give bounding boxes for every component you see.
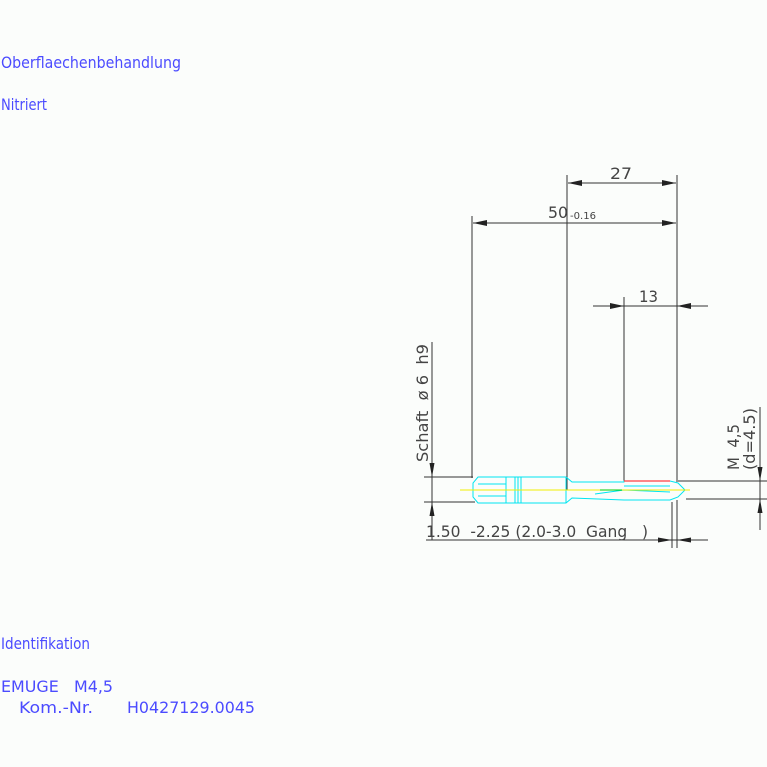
dimension-thread: M 4,5 (d=4.5)	[678, 407, 767, 530]
shank-label: Schaft ø 6 h9	[413, 344, 432, 462]
dimension-chamfer: 1.50 -2.25 (2.0-3.0 Gang )	[426, 500, 708, 548]
ident-heading: Identifikation	[1, 634, 90, 653]
dimension-27: 27	[566, 164, 678, 490]
komnr-label: Kom.-Nr.	[19, 698, 93, 717]
dimension-50: 50 -0.16	[471, 203, 676, 478]
komnr-value: H0427129.0045	[127, 698, 255, 717]
chamfer-label: 1.50 -2.25 (2.0-3.0 Gang )	[426, 522, 648, 541]
tap-tool-outline	[460, 476, 690, 504]
surface-heading: Oberflaechenbehandlung	[1, 53, 181, 72]
dim-13-label: 13	[639, 287, 658, 306]
ident-line1: EMUGE M4,5	[1, 677, 113, 696]
dim-27-label: 27	[610, 164, 632, 183]
dimension-13: 13	[593, 287, 708, 482]
thread-label: M 4,5	[724, 424, 743, 470]
surface-value: Nitriert	[1, 95, 47, 114]
dim-50-tolerance: -0.16	[570, 211, 596, 222]
dim-50-label: 50	[548, 203, 568, 222]
dimension-shank: Schaft ø 6 h9	[413, 342, 475, 540]
thread-d-label: (d=4.5)	[740, 408, 759, 470]
